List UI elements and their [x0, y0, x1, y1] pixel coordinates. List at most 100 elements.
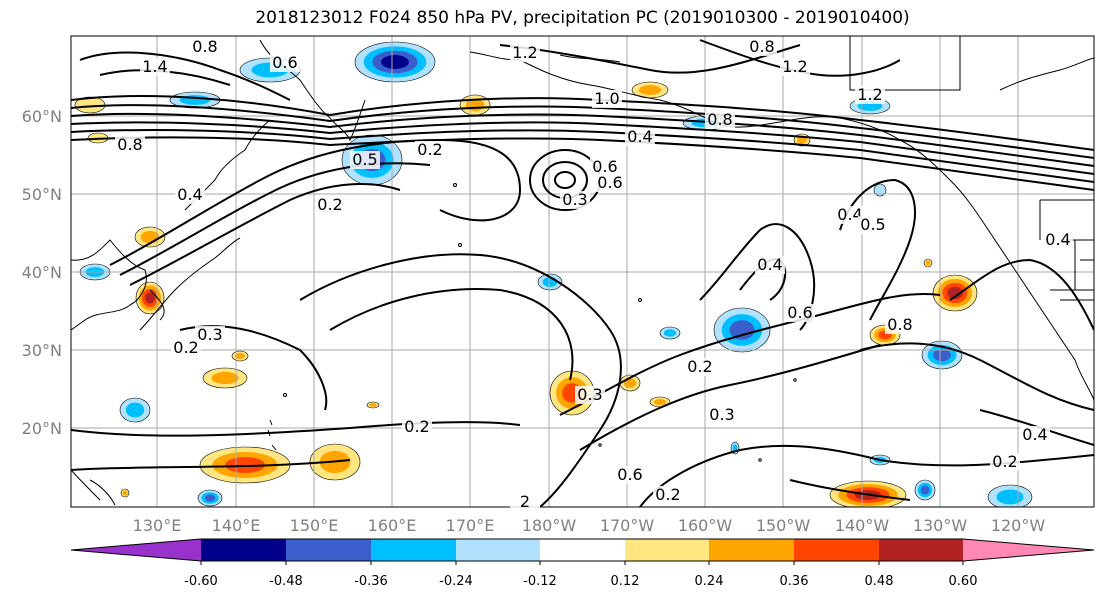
- contour-label: 0.8: [707, 110, 732, 129]
- colorbar-tick-label: 0.12: [611, 574, 640, 589]
- lon-tick-label: 160°W: [678, 516, 733, 535]
- lon-tick-label: 170°E: [446, 516, 495, 535]
- colorbar-segment: [286, 539, 371, 561]
- contour-label: 0.4: [837, 205, 862, 224]
- lon-tick-label: 140°E: [212, 516, 261, 535]
- colorbar-segment: [879, 539, 963, 561]
- contour-label: 0.2: [687, 357, 712, 376]
- contour-labels: 0.8 0.6 1.2 0.8 1.4 1.2 1.2 1.0 0.4 0.8 0.2 0.5 0.8 0…: [115, 37, 1073, 511]
- precip-blob: [381, 55, 409, 69]
- precip-blob: [225, 457, 265, 473]
- contour-label: 0.4: [1022, 425, 1047, 444]
- colorbar-tick-label: -0.12: [523, 574, 557, 589]
- longitude-labels: 130°E 140°E 150°E 160°E 170°E 180°W 170°W 160°W…: [133, 516, 1046, 535]
- colorbar-tick-label: -0.36: [354, 574, 388, 589]
- precip-blob: [947, 286, 963, 300]
- contour-label: 0.5: [352, 150, 377, 169]
- colorbar-segment: [709, 539, 794, 561]
- contour-label: 2: [520, 492, 530, 511]
- precip-blob: [920, 485, 930, 495]
- lat-tick-label: 40°N: [22, 263, 62, 282]
- colorbar-segment: [71, 539, 201, 561]
- lon-tick-label: 130°W: [913, 516, 968, 535]
- colorbar-segment: [625, 539, 709, 561]
- contour-label: 0.8: [887, 315, 912, 334]
- contour-label: 0.6: [617, 465, 642, 484]
- contour-label: 0.6: [592, 157, 617, 176]
- lon-tick-label: 170°W: [600, 516, 655, 535]
- colorbar-tick-label: -0.60: [184, 574, 218, 589]
- colorbar-segment: [794, 539, 879, 561]
- contour-label: 0.2: [417, 140, 442, 159]
- contour-label: 0.8: [192, 37, 217, 56]
- precip-blob: [996, 489, 1024, 505]
- contour-label: 0.3: [562, 190, 587, 209]
- precip-blob: [211, 371, 239, 385]
- contour-label: 0.2: [655, 485, 680, 504]
- map-border: [70, 35, 1095, 508]
- contour-label: 0.4: [177, 185, 202, 204]
- colorbar-segment: [963, 539, 1094, 561]
- contour-label: 0.3: [577, 385, 602, 404]
- contour-label: 0.4: [627, 127, 652, 146]
- lon-tick-label: 160°E: [368, 516, 417, 535]
- precip-blob: [729, 320, 755, 340]
- colorbar-segment: [540, 539, 625, 561]
- contour-label: 0.2: [173, 338, 198, 357]
- lon-tick-label: 180°W: [522, 516, 577, 535]
- precip-blob: [873, 183, 887, 197]
- lat-tick-label: 30°N: [22, 341, 62, 360]
- lat-tick-label: 60°N: [22, 107, 62, 126]
- lat-tick-label: 50°N: [22, 185, 62, 204]
- colorbar-segment: [201, 539, 286, 561]
- contour-label: 0.8: [749, 37, 774, 56]
- colorbar-tick-label: -0.48: [269, 574, 303, 589]
- precip-blob: [122, 490, 128, 496]
- contour-label: 0.2: [992, 452, 1017, 471]
- precip-blob: [145, 292, 155, 304]
- precip-blob: [204, 494, 216, 502]
- contour-label: 0.4: [1045, 230, 1070, 249]
- precip-blob: [933, 348, 951, 362]
- colorbar-segment: [456, 539, 540, 561]
- precip-blob: [653, 398, 667, 406]
- lon-tick-label: 120°W: [991, 516, 1046, 535]
- contour-label: 1.2: [512, 43, 537, 62]
- lon-tick-label: 150°W: [756, 516, 811, 535]
- precip-blob: [369, 403, 377, 407]
- precip-blob: [925, 260, 931, 266]
- contour-label: 0.3: [197, 325, 222, 344]
- contour-label: 0.3: [709, 405, 734, 424]
- precip-blob: [663, 329, 677, 337]
- colorbar-tick-label: 0.36: [780, 574, 809, 589]
- lon-tick-label: 130°E: [133, 516, 182, 535]
- lon-tick-label: 140°W: [835, 516, 890, 535]
- precip-shading-layer: [74, 41, 1033, 507]
- contour-label: 0.6: [597, 173, 622, 192]
- lon-tick-label: 150°E: [290, 516, 339, 535]
- contour-label: 0.6: [272, 53, 297, 72]
- latitude-labels: 20°N 30°N 40°N 50°N 60°N: [22, 107, 62, 438]
- contour-label: 0.6: [787, 303, 812, 322]
- precip-blob: [140, 230, 160, 244]
- contour-label: 1.4: [142, 57, 167, 76]
- colorbar-tick-label: 0.48: [865, 574, 894, 589]
- colorbar-tick-label: 0.60: [949, 574, 978, 589]
- precip-blob: [797, 136, 807, 144]
- lat-tick-label: 20°N: [22, 419, 62, 438]
- colorbar-tick-label: 0.24: [695, 574, 724, 589]
- contour-label: 1.2: [857, 85, 882, 104]
- contour-label: 0.5: [860, 215, 885, 234]
- precip-blob: [235, 352, 245, 360]
- colorbar-segment: [371, 539, 456, 561]
- precip-blob: [638, 85, 662, 95]
- precip-blob: [125, 402, 145, 418]
- contour-label: 0.8: [117, 135, 142, 154]
- precip-blob: [732, 444, 738, 452]
- precip-blob: [542, 277, 558, 287]
- graticule: [71, 36, 1094, 507]
- contour-label: 0.4: [757, 255, 782, 274]
- contour-label: 0.2: [317, 195, 342, 214]
- contour-label: 1.0: [594, 89, 619, 108]
